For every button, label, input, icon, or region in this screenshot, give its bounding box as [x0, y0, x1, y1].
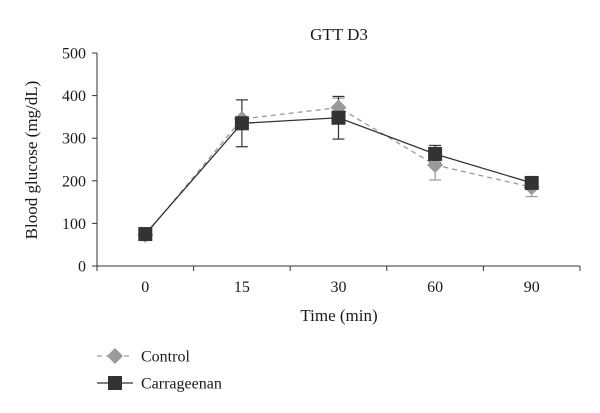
- data-point-carrageenan: [524, 175, 539, 190]
- x-tick-label: 90: [524, 279, 540, 296]
- x-tick-label: 30: [331, 279, 347, 296]
- legend: Control Carrageenan: [97, 348, 222, 393]
- y-tick-label: 0: [78, 259, 86, 276]
- legend-marker-control: [107, 348, 123, 364]
- x-tick-label: 60: [427, 279, 443, 296]
- series-line-control: [144, 106, 532, 236]
- x-axis-label: Time (min): [300, 306, 377, 325]
- y-tick-label: 100: [62, 216, 86, 233]
- legend-label-carrageenan: Carrageenan: [141, 376, 222, 393]
- data-point-carrageenan: [428, 146, 443, 161]
- x-tick-label: 15: [234, 279, 250, 296]
- x-tick-label: 0: [141, 279, 149, 296]
- y-tick-label: 200: [62, 173, 86, 190]
- legend-marker-carrageenan: [108, 376, 122, 390]
- y-axis-label: Blood glucose (mg/dL): [22, 81, 41, 240]
- legend-label-control: Control: [141, 349, 190, 366]
- data-point-carrageenan: [331, 110, 346, 125]
- y-tick-label: 300: [62, 131, 86, 148]
- data-point-carrageenan: [138, 227, 153, 242]
- chart-title: GTT D3: [310, 25, 368, 44]
- data-point-control: [427, 157, 444, 174]
- data-point-carrageenan: [234, 116, 249, 131]
- y-tick-label: 400: [62, 88, 86, 105]
- y-tick-label: 500: [62, 46, 86, 63]
- plot-area: 0 100 200 300 400 500 0 15 30 60 90: [62, 46, 581, 296]
